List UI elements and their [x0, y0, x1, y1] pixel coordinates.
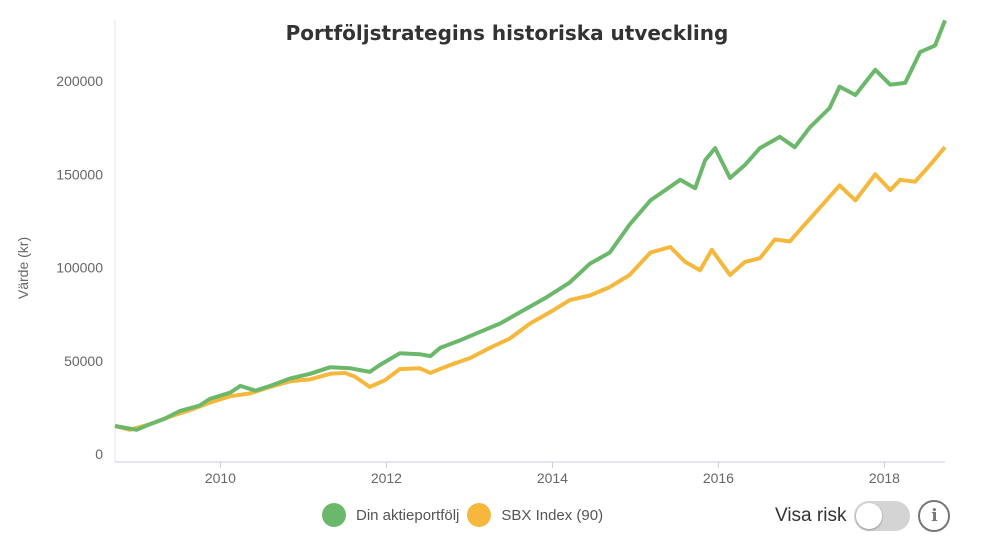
x-tick-label: 2010 — [205, 470, 236, 486]
risk-label: Visa risk — [775, 505, 847, 526]
x-tick-label: 2014 — [537, 470, 568, 486]
legend-item-portfolio[interactable]: Din aktieportfölj — [322, 503, 459, 527]
series-line-portfolio — [114, 19, 947, 432]
y-tick-label: 100000 — [56, 260, 103, 276]
legend: Din aktieportfölj SBX Index (90) — [322, 503, 611, 527]
risk-toggle[interactable] — [854, 501, 911, 531]
legend-label: Din aktieportfölj — [356, 506, 460, 524]
y-tick-label: 0 — [95, 446, 103, 462]
toggle-knob — [856, 503, 883, 529]
y-tick-label: 50000 — [64, 353, 103, 369]
legend-item-sbx[interactable]: SBX Index (90) — [467, 503, 603, 527]
y-tick-label: 150000 — [56, 166, 103, 182]
legend-marker-icon — [322, 503, 346, 527]
x-tick-label: 2016 — [703, 470, 734, 486]
y-tick-label: 200000 — [56, 73, 103, 89]
legend-marker-icon — [467, 503, 492, 527]
legend-label: SBX Index (90) — [501, 506, 604, 524]
x-tick-label: 2018 — [869, 470, 900, 486]
info-icon[interactable]: i — [918, 500, 951, 532]
x-tick-label: 2012 — [371, 470, 402, 486]
y-axis-label: Värde (kr) — [15, 237, 31, 299]
risk-control: Visa risk i — [775, 500, 951, 532]
chart-title: Portföljstrategins historiska utveckling — [286, 21, 729, 45]
